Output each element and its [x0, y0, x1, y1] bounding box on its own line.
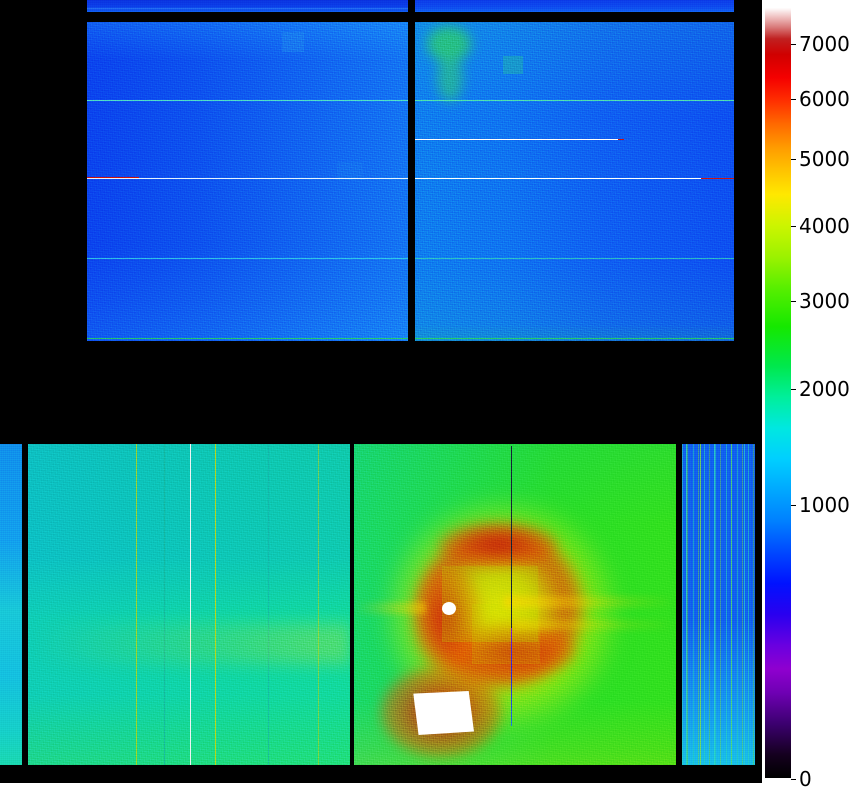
panel-grain — [415, 22, 734, 341]
bad-row-full-white — [415, 178, 734, 179]
panel-gradient — [415, 22, 734, 341]
panel-top-left-strip[interactable] — [87, 0, 408, 12]
colorbar-tick-label: 5000 — [799, 147, 850, 171]
colorbar-tick-label: 4000 — [799, 214, 850, 238]
panel-gradient — [87, 22, 408, 341]
stripe-bright-c — [714, 444, 715, 765]
bad-row-bottom — [87, 338, 408, 339]
colorbar-tick-label: 0 — [799, 767, 812, 791]
colorbar-tick — [791, 505, 796, 506]
bleed-streak-right — [504, 596, 676, 608]
stripe-bright-a — [686, 444, 687, 765]
source-arc-left — [412, 564, 482, 674]
panel-noise — [87, 0, 408, 12]
diffuse-halo-streak — [28, 624, 350, 664]
saturated-blob-lower-core — [413, 691, 474, 735]
colorbar-tick — [791, 99, 796, 100]
bad-row-b-red-segment — [87, 177, 139, 178]
green-contamination-tail — [437, 54, 463, 102]
colorbar-tick — [791, 389, 796, 390]
column-defect-5 — [268, 444, 269, 765]
intensity-colorbar[interactable] — [765, 0, 791, 778]
bad-row-c — [87, 258, 408, 259]
panel-stripes — [682, 444, 755, 765]
colorbar-tick-label: 7000 — [799, 32, 850, 56]
panel-bottom-left-edge-strip[interactable] — [0, 444, 22, 765]
panel-gradient — [415, 0, 734, 12]
panel-noise — [354, 444, 676, 765]
bad-row-c — [415, 258, 734, 259]
colorbar-gradient — [765, 0, 791, 778]
panel-gradient-vertical — [28, 444, 350, 765]
bad-row-full-red-tip — [701, 178, 734, 179]
panel-noise — [415, 22, 734, 341]
bad-row-a — [415, 100, 734, 101]
panel-bottom-left-chip[interactable] — [28, 444, 350, 765]
panel-noise — [87, 22, 408, 341]
bad-row-a — [87, 100, 408, 101]
panel-grain — [87, 22, 408, 341]
panel-grain — [28, 444, 350, 765]
panel-gradient-vertical — [415, 22, 734, 341]
panel-gradient — [28, 444, 350, 765]
column-defect-6 — [318, 444, 319, 765]
panel-gradient — [87, 0, 408, 12]
stripe-bright-e — [744, 444, 745, 765]
column-defect-white — [190, 444, 191, 765]
bleed-streak-right-2 — [514, 620, 676, 630]
column-defect-1 — [136, 444, 137, 765]
tile-step-b — [472, 604, 540, 664]
bad-row-partial-white — [415, 139, 620, 140]
panel-noise — [0, 444, 22, 765]
bad-row-b — [87, 178, 408, 179]
colorbar-tick — [791, 159, 796, 160]
bad-row-bottom — [415, 338, 734, 339]
panel-noise — [415, 0, 734, 12]
source-arc-upper — [438, 522, 558, 568]
panel-top-right-chip[interactable] — [415, 22, 734, 341]
colorbar-tick-label: 2000 — [799, 377, 850, 401]
colorbar-tick — [791, 301, 796, 302]
bleed-streak-left — [354, 602, 426, 614]
column-defect-4 — [215, 444, 216, 765]
panel-gradient — [0, 444, 22, 765]
panel-grain — [354, 444, 676, 765]
dark-column-center-lower — [511, 628, 512, 726]
panel-top-right-strip[interactable] — [415, 0, 734, 12]
faint-patch-right — [503, 56, 523, 74]
panel-noise — [682, 444, 755, 765]
colorbar-tick-label: 3000 — [799, 289, 850, 313]
panel-bottom-right-chip[interactable] — [682, 444, 755, 765]
stripe-bright-d — [731, 444, 732, 765]
column-defect-2 — [164, 444, 165, 765]
colorbar-tick — [791, 779, 796, 780]
bad-row-partial-red-tip — [618, 139, 624, 140]
hot-pixel-spot — [442, 602, 456, 615]
panel-gradient-vertical — [87, 22, 408, 341]
panel-noise — [28, 444, 350, 765]
panel-bottom-center-chip[interactable] — [354, 444, 676, 765]
colorbar-tick — [791, 226, 796, 227]
strip-bright-row — [87, 8, 408, 9]
colorbar-tick-label: 1000 — [799, 493, 850, 517]
stripe-bright-b — [700, 444, 701, 765]
dark-column-center — [511, 446, 512, 628]
faint-patch-a — [282, 32, 304, 52]
panel-top-left-chip[interactable] — [87, 22, 408, 341]
colorbar-tick-label: 6000 — [799, 87, 850, 111]
faint-patch-b — [337, 162, 363, 180]
colorbar-tick — [791, 44, 796, 45]
